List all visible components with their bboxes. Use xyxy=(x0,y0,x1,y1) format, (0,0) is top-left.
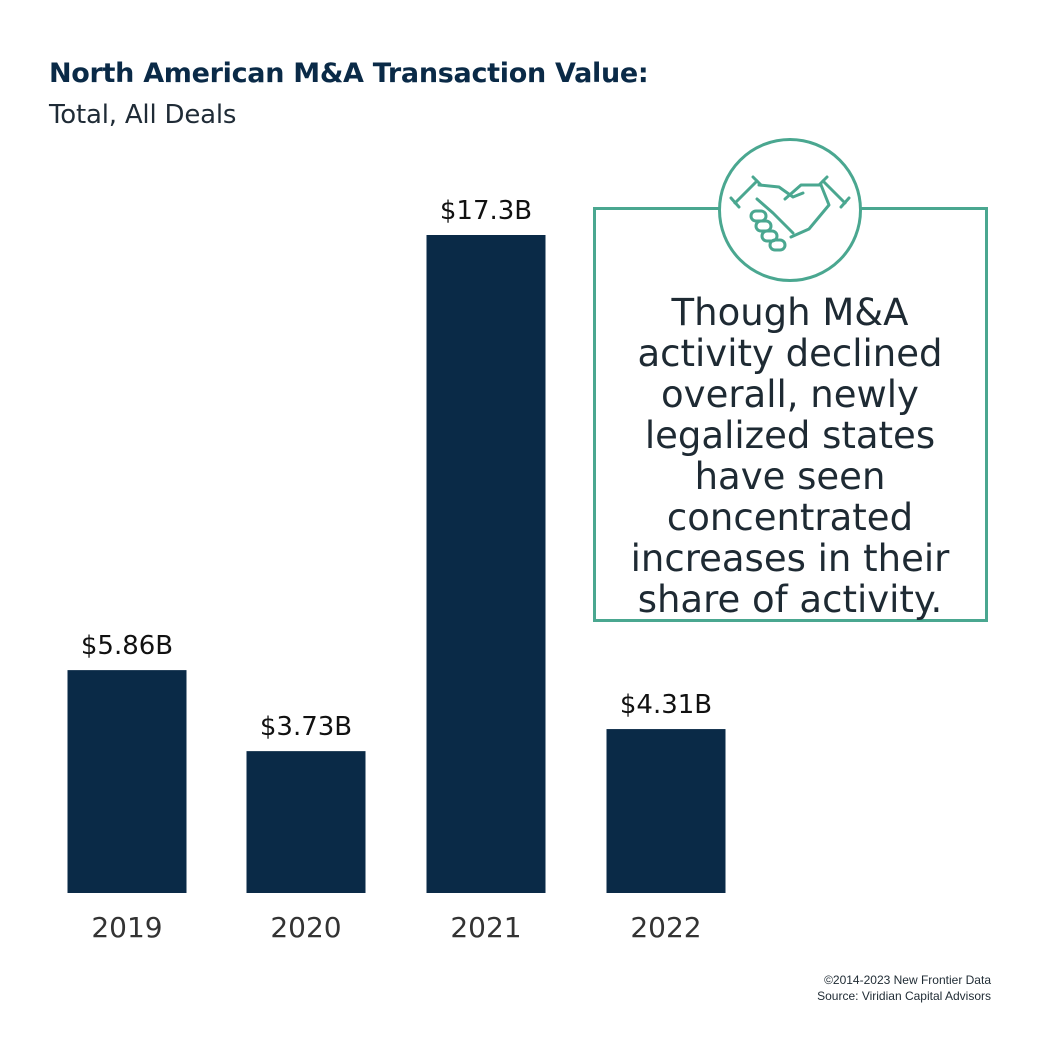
value-label-2021: $17.3B xyxy=(440,196,532,226)
copyright-text: ©2014-2023 New Frontier Data xyxy=(824,973,991,987)
bar-2021 xyxy=(426,235,546,893)
chart-title: North American M&A Transaction Value: xyxy=(49,58,649,89)
category-label-2021: 2021 xyxy=(450,911,521,944)
category-label-2020: 2020 xyxy=(270,911,341,944)
chart-subtitle: Total, All Deals xyxy=(49,100,237,130)
value-label-2019: $5.86B xyxy=(81,631,173,661)
value-label-2020: $3.73B xyxy=(260,712,352,742)
category-label-2022: 2022 xyxy=(630,911,701,944)
source-text: Source: Viridian Capital Advisors xyxy=(817,989,991,1003)
category-label-2019: 2019 xyxy=(91,911,162,944)
bar-2019 xyxy=(67,670,187,893)
handshake-icon xyxy=(729,175,851,252)
callout-icon-badge xyxy=(718,138,862,282)
callout-text: Though M&A activity declined overall, ne… xyxy=(630,291,950,621)
footer: ©2014-2023 New Frontier Data Source: Vir… xyxy=(817,972,991,1004)
bar-2022 xyxy=(606,729,726,893)
bar-2020 xyxy=(246,751,366,893)
value-label-2022: $4.31B xyxy=(620,690,712,720)
